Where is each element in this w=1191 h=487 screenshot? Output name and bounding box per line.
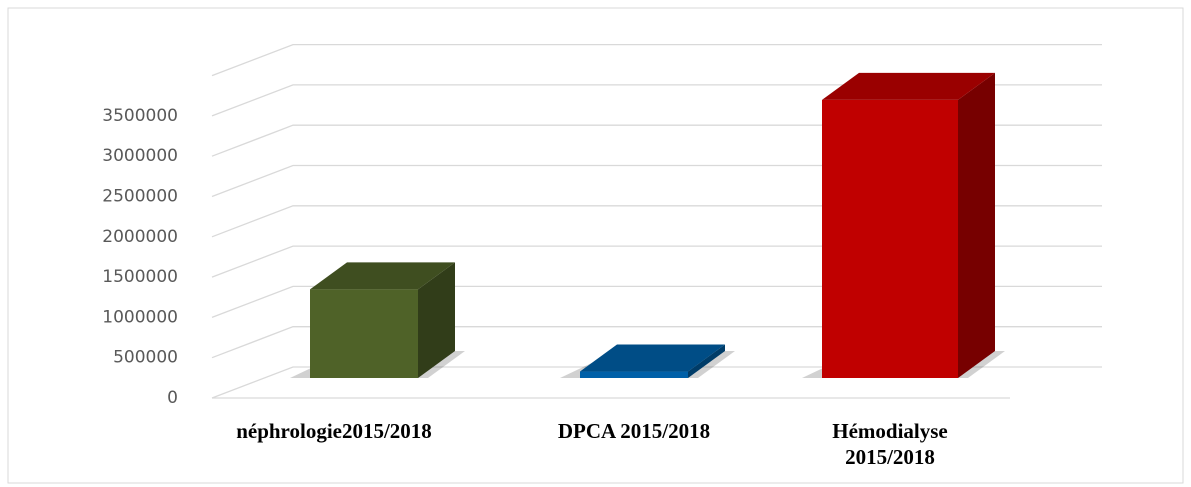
x-tick-label: DPCA 2015/2018 bbox=[557, 419, 711, 443]
bar-side bbox=[958, 72, 995, 379]
bar-top bbox=[580, 344, 725, 372]
bar bbox=[310, 289, 418, 378]
grid-line bbox=[211, 43, 1102, 77]
bar-top bbox=[822, 72, 995, 100]
y-tick-label: 3500000 bbox=[102, 106, 178, 126]
y-tick-label: 3000000 bbox=[102, 146, 178, 166]
bar bbox=[580, 371, 688, 378]
y-tick-label: 1000000 bbox=[102, 307, 178, 327]
y-tick-label: 0 bbox=[167, 388, 178, 408]
x-tick-label: néphrologie2015/2018 bbox=[236, 419, 432, 443]
bar-side bbox=[688, 344, 725, 378]
y-tick-label: 2500000 bbox=[102, 187, 178, 207]
y-tick-label: 1500000 bbox=[102, 267, 178, 287]
bar-side bbox=[418, 262, 455, 378]
y-tick-label: 500000 bbox=[113, 348, 178, 368]
x-tick-label: Hémodialyse 2015/2018 bbox=[832, 419, 948, 469]
bar-top bbox=[310, 262, 455, 290]
grid-line bbox=[211, 84, 1102, 117]
y-tick-label: 2000000 bbox=[102, 227, 178, 247]
frame bbox=[7, 7, 1184, 484]
bar bbox=[822, 99, 958, 379]
